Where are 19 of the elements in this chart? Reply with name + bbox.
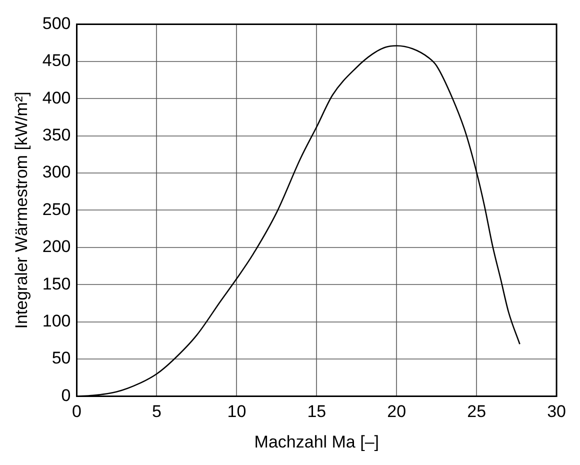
- y-tick-label: 100: [42, 311, 71, 330]
- y-tick-label: 50: [52, 348, 71, 368]
- x-tick-label: 25: [467, 402, 486, 422]
- y-tick-label: 0: [61, 386, 71, 405]
- y-tick-label: 450: [42, 51, 71, 70]
- x-tick-label: 20: [387, 402, 406, 422]
- y-tick-label: 200: [42, 237, 71, 256]
- y-tick-label: 400: [42, 88, 71, 108]
- x-tick-label: 15: [307, 402, 326, 422]
- y-tick-label: 150: [42, 274, 71, 294]
- x-tick-label: 5: [152, 402, 162, 422]
- y-tick-label: 500: [42, 14, 71, 33]
- x-tick-label: 10: [227, 402, 246, 422]
- y-axis-title: Integraler Wärmestrom [kW/m²]: [12, 92, 31, 329]
- y-tick-label: 250: [42, 200, 71, 219]
- x-tick-label: 30: [547, 402, 566, 422]
- x-axis-title: Machzahl Ma [–]: [254, 432, 380, 452]
- y-tick-label: 300: [42, 162, 71, 182]
- y-tick-label: 350: [42, 125, 71, 144]
